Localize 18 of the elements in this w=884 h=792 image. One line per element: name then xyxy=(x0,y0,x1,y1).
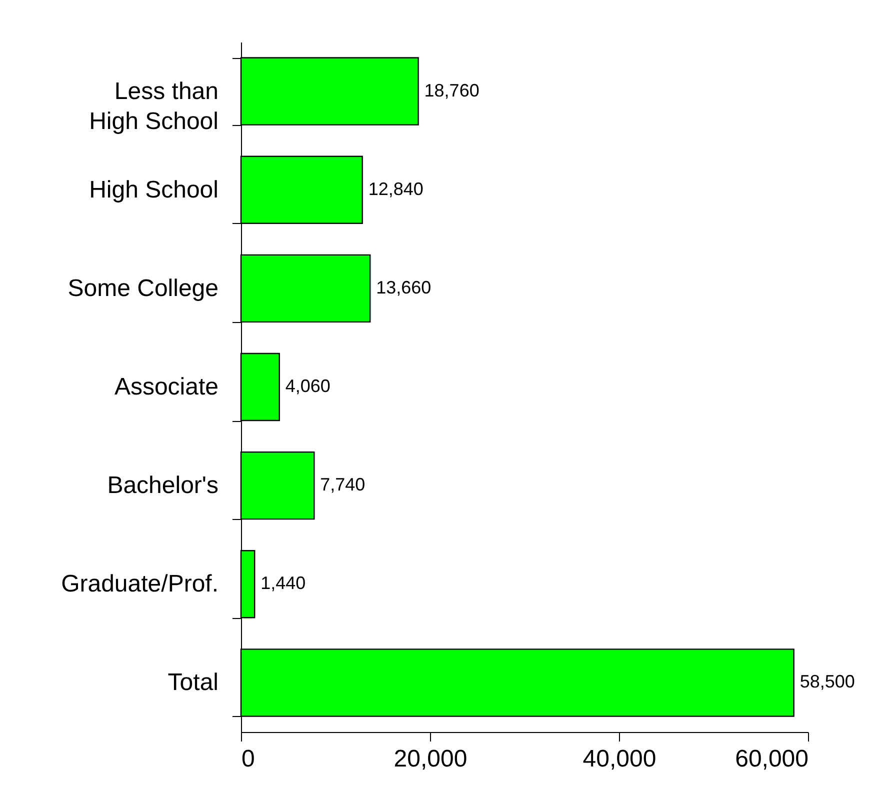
y-tick-label: Total xyxy=(168,669,218,696)
x-tick-label: 0 xyxy=(242,746,255,772)
y-tick-label: Less than High School xyxy=(89,78,218,135)
data-label: 58,500 xyxy=(800,672,855,692)
x-tick-label: 60,000 xyxy=(735,746,808,772)
data-label: 1,440 xyxy=(260,573,306,594)
y-tick-label: Associate xyxy=(114,374,218,400)
data-label: 12,840 xyxy=(368,178,424,199)
y-tick-label: Some College xyxy=(68,274,218,302)
y-tick-label: Graduate/Prof. xyxy=(61,570,218,598)
data-label: 7,740 xyxy=(320,474,366,495)
y-tick-label: High School xyxy=(89,176,218,204)
x-tick-label: 40,000 xyxy=(582,746,656,772)
x-tick-label: 20,000 xyxy=(394,746,468,772)
data-label: 13,660 xyxy=(376,277,432,298)
y-tick-label: Bachelor's xyxy=(107,472,218,500)
data-label: 4,060 xyxy=(285,376,330,396)
data-label: 18,760 xyxy=(424,80,480,100)
